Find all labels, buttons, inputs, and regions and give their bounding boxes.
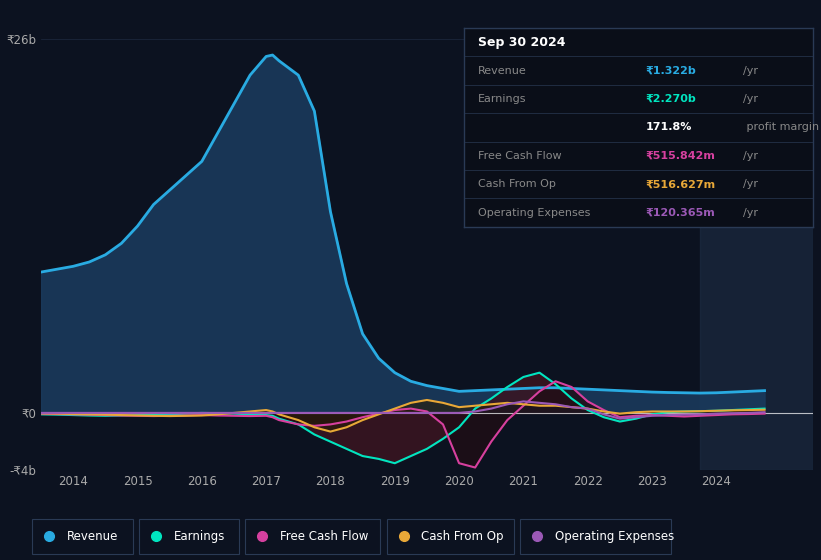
Text: Cash From Op: Cash From Op (421, 530, 504, 543)
Text: Free Cash Flow: Free Cash Flow (280, 530, 369, 543)
Text: ₹120.365m: ₹120.365m (645, 208, 715, 218)
Text: Revenue: Revenue (478, 66, 526, 76)
Text: Operating Expenses: Operating Expenses (478, 208, 590, 218)
Text: profit margin: profit margin (743, 123, 819, 132)
Bar (700, 39, 813, 470)
Text: Cash From Op: Cash From Op (478, 179, 556, 189)
Text: ₹2.270b: ₹2.270b (645, 94, 696, 104)
Text: /yr: /yr (743, 151, 758, 161)
Text: ₹516.627m: ₹516.627m (645, 179, 715, 189)
Text: Revenue: Revenue (67, 530, 118, 543)
Text: /yr: /yr (743, 94, 758, 104)
Text: 171.8%: 171.8% (645, 123, 691, 132)
Text: ₹515.842m: ₹515.842m (645, 151, 715, 161)
Text: ₹1.322b: ₹1.322b (645, 66, 696, 76)
Text: Earnings: Earnings (478, 94, 526, 104)
Text: /yr: /yr (743, 179, 758, 189)
Text: /yr: /yr (743, 66, 758, 76)
Text: Free Cash Flow: Free Cash Flow (478, 151, 562, 161)
Text: Sep 30 2024: Sep 30 2024 (478, 36, 566, 49)
Text: /yr: /yr (743, 208, 758, 218)
Text: Earnings: Earnings (173, 530, 225, 543)
Text: Operating Expenses: Operating Expenses (555, 530, 674, 543)
